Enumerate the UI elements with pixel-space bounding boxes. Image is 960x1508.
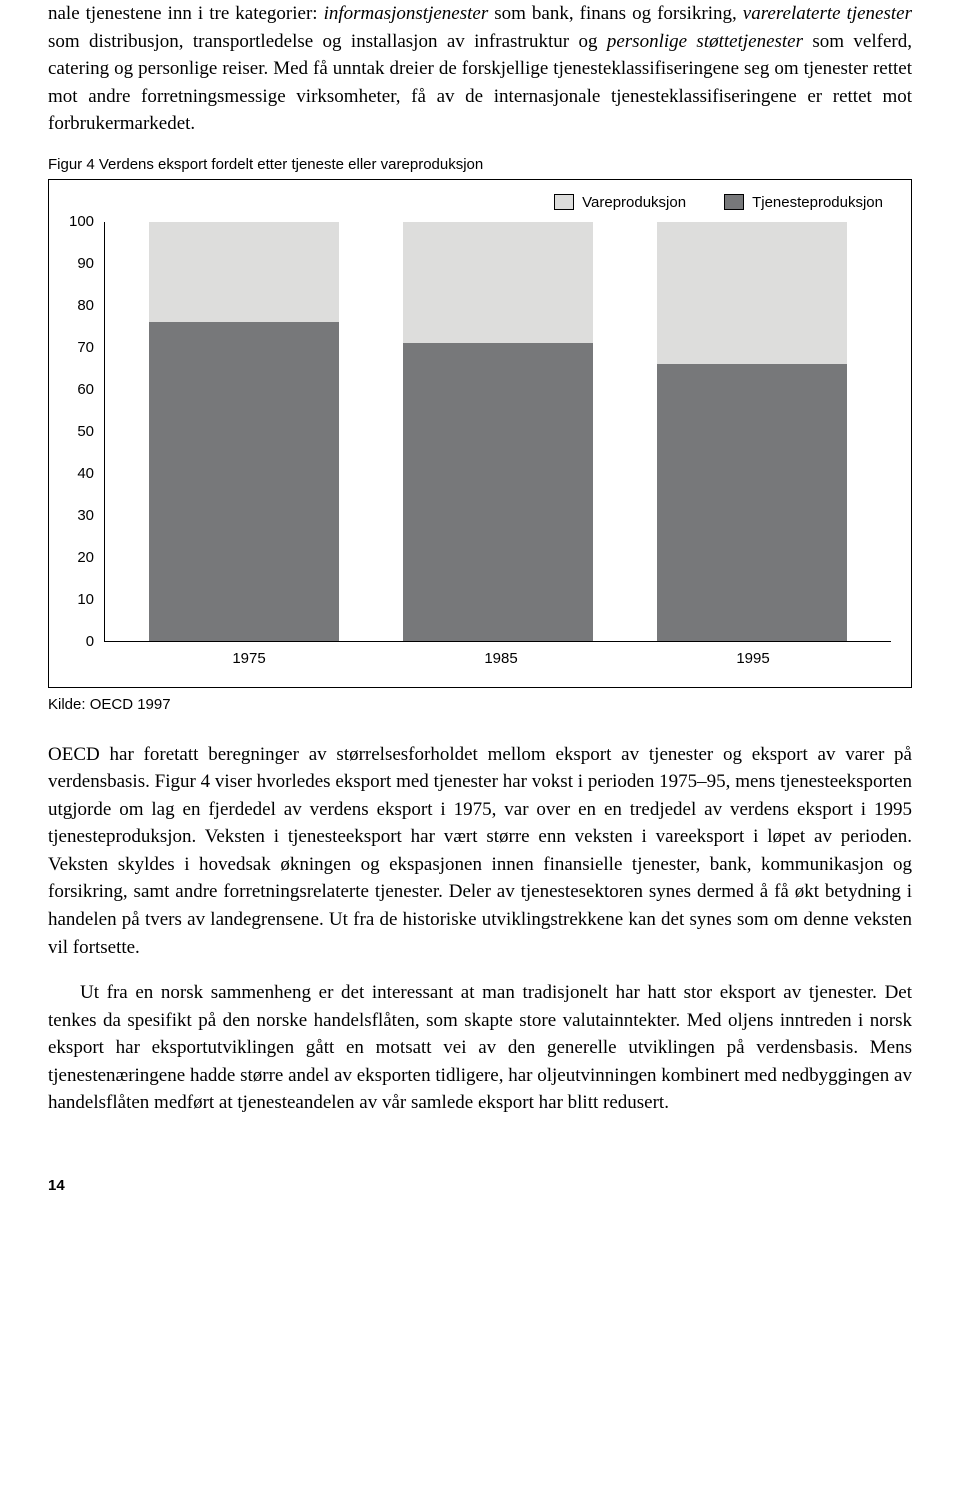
page-number: 14 xyxy=(48,1177,912,1194)
bar-segment-vare xyxy=(403,222,593,344)
swatch-tjen xyxy=(724,194,744,210)
chart-container: Vareproduksjon Tjenesteproduksjon 100 90… xyxy=(48,179,912,688)
xtick: 1985 xyxy=(406,650,596,667)
bar-segment-tjen xyxy=(403,343,593,640)
legend-label-tjen: Tjenesteproduksjon xyxy=(752,194,883,211)
xtick: 1975 xyxy=(154,650,344,667)
x-axis: 1975 1985 1995 xyxy=(111,642,891,667)
bar-segment-vare xyxy=(149,222,339,323)
legend-item-vare: Vareproduksjon xyxy=(554,194,686,211)
figure-title: Figur 4 Verdens eksport fordelt etter tj… xyxy=(48,156,912,173)
bar-segment-tjen xyxy=(149,322,339,640)
legend-label-vare: Vareproduksjon xyxy=(582,194,686,211)
bar-column xyxy=(149,222,339,641)
chart-legend: Vareproduksjon Tjenesteproduksjon xyxy=(554,194,883,211)
xtick: 1995 xyxy=(658,650,848,667)
swatch-vare xyxy=(554,194,574,210)
para-1: nale tjenestene inn i tre kategorier: in… xyxy=(48,0,912,138)
bar-segment-tjen xyxy=(657,364,847,641)
y-axis: 100 90 80 70 60 50 40 30 20 10 0 xyxy=(69,222,104,642)
para-3: Ut fra en norsk sammenheng er det intere… xyxy=(48,979,912,1117)
plot-wrap: 100 90 80 70 60 50 40 30 20 10 0 xyxy=(69,222,891,642)
para-2: OECD har foretatt beregninger av størrel… xyxy=(48,741,912,961)
bar-segment-vare xyxy=(657,222,847,364)
legend-item-tjen: Tjenesteproduksjon xyxy=(724,194,883,211)
plot-area xyxy=(104,222,891,642)
bar-column xyxy=(657,222,847,641)
figure-source: Kilde: OECD 1997 xyxy=(48,696,912,713)
bar-column xyxy=(403,222,593,641)
